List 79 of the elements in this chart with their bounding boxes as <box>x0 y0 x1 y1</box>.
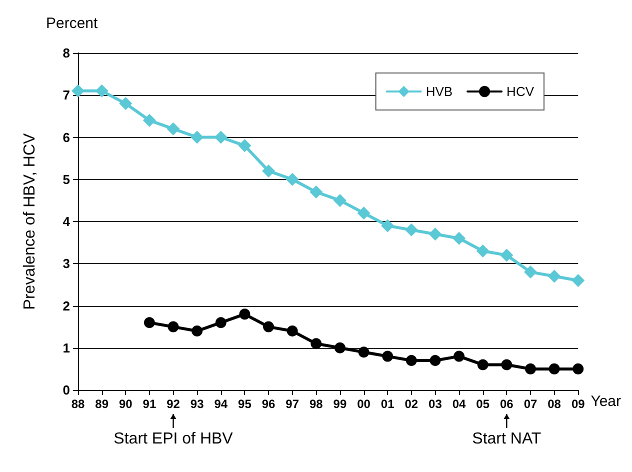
point <box>334 342 346 354</box>
point <box>72 84 84 98</box>
x-tick-label: 03 <box>428 397 442 411</box>
point <box>168 321 179 332</box>
y-tick-label: 3 <box>62 256 70 272</box>
y-tick-label: 2 <box>62 298 70 314</box>
point <box>144 317 155 328</box>
x-tick-label: 07 <box>524 397 538 411</box>
point <box>381 219 394 232</box>
x-tick-label: 09 <box>571 397 586 411</box>
point <box>406 355 417 366</box>
point <box>215 317 226 328</box>
point <box>190 130 204 144</box>
point <box>357 206 370 220</box>
point <box>476 244 490 258</box>
legend-label: HVB <box>426 84 453 99</box>
x-tick-label: 88 <box>71 397 85 411</box>
x-axis-title: Year <box>590 393 622 410</box>
point <box>310 338 322 350</box>
y-tick-label: 1 <box>62 340 70 356</box>
x-tick-label: 91 <box>142 397 156 411</box>
point <box>358 346 370 358</box>
x-tick-label: 08 <box>548 397 562 411</box>
x-tick-label: 96 <box>262 397 276 411</box>
point <box>572 363 584 374</box>
point <box>500 248 514 262</box>
point <box>525 363 536 374</box>
x-tick-label: 99 <box>333 397 347 411</box>
point <box>452 232 466 245</box>
point <box>119 97 132 110</box>
x-tick-label: 92 <box>166 397 180 411</box>
point <box>238 139 252 152</box>
point <box>286 326 298 337</box>
point <box>548 270 561 283</box>
point <box>286 172 299 186</box>
point <box>454 350 465 362</box>
legend-label: HCV <box>506 84 534 99</box>
y-axis-title: Prevalence of HBV, HCV <box>22 132 38 310</box>
x-tick-label: 95 <box>238 397 252 411</box>
point <box>95 84 108 98</box>
annotation: Start EPI of HBV <box>114 430 234 448</box>
x-tick-label: 97 <box>286 397 300 411</box>
point <box>142 114 156 127</box>
x-tick-label: 02 <box>404 397 418 411</box>
point <box>430 355 441 366</box>
x-tick-label: 05 <box>476 397 490 411</box>
point <box>428 228 442 241</box>
y-tick-label: 8 <box>62 46 70 60</box>
point <box>192 326 203 337</box>
x-tick-label: 90 <box>118 397 133 411</box>
y-tick-label: 5 <box>62 172 70 187</box>
point <box>239 308 250 320</box>
point <box>524 266 537 279</box>
point <box>310 186 323 199</box>
point <box>572 274 585 287</box>
point <box>501 359 512 370</box>
x-tick-label: 01 <box>380 397 395 411</box>
x-tick-label: 00 <box>357 397 371 411</box>
y-tick-label: 7 <box>62 88 70 103</box>
point <box>548 363 560 374</box>
x-tick-label: 93 <box>190 397 204 411</box>
x-tick-label: 94 <box>214 397 228 411</box>
point <box>263 321 274 332</box>
y-tick-label: 0 <box>62 382 70 398</box>
point <box>382 350 394 362</box>
point <box>262 164 276 178</box>
point <box>214 130 228 144</box>
point <box>333 194 346 207</box>
y-tick-label: 6 <box>62 130 70 145</box>
x-tick-label: 04 <box>452 397 466 411</box>
point <box>166 122 180 136</box>
x-tick-label: 98 <box>309 397 324 411</box>
point <box>404 223 418 236</box>
x-tick-label: 06 <box>500 397 514 411</box>
annotation: Start NAT <box>472 430 542 448</box>
text: Percent <box>46 15 99 32</box>
y-tick-label: 4 <box>62 214 71 229</box>
point <box>477 359 488 370</box>
x-tick-label: 89 <box>95 397 109 411</box>
